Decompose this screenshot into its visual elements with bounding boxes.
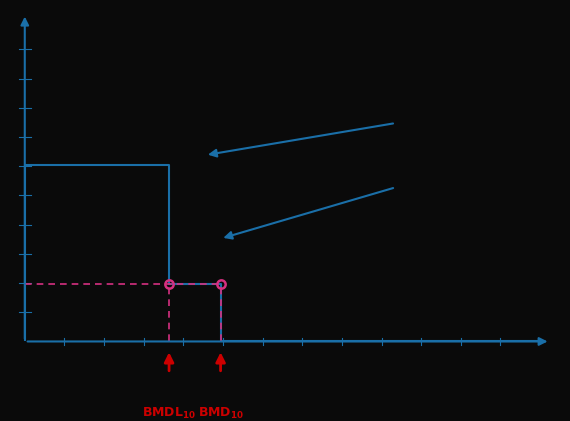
Text: $\mathbf{BMD_{10}}$: $\mathbf{BMD_{10}}$ [198, 406, 243, 421]
Text: $\mathbf{BMDL_{10}}$: $\mathbf{BMDL_{10}}$ [142, 406, 196, 421]
